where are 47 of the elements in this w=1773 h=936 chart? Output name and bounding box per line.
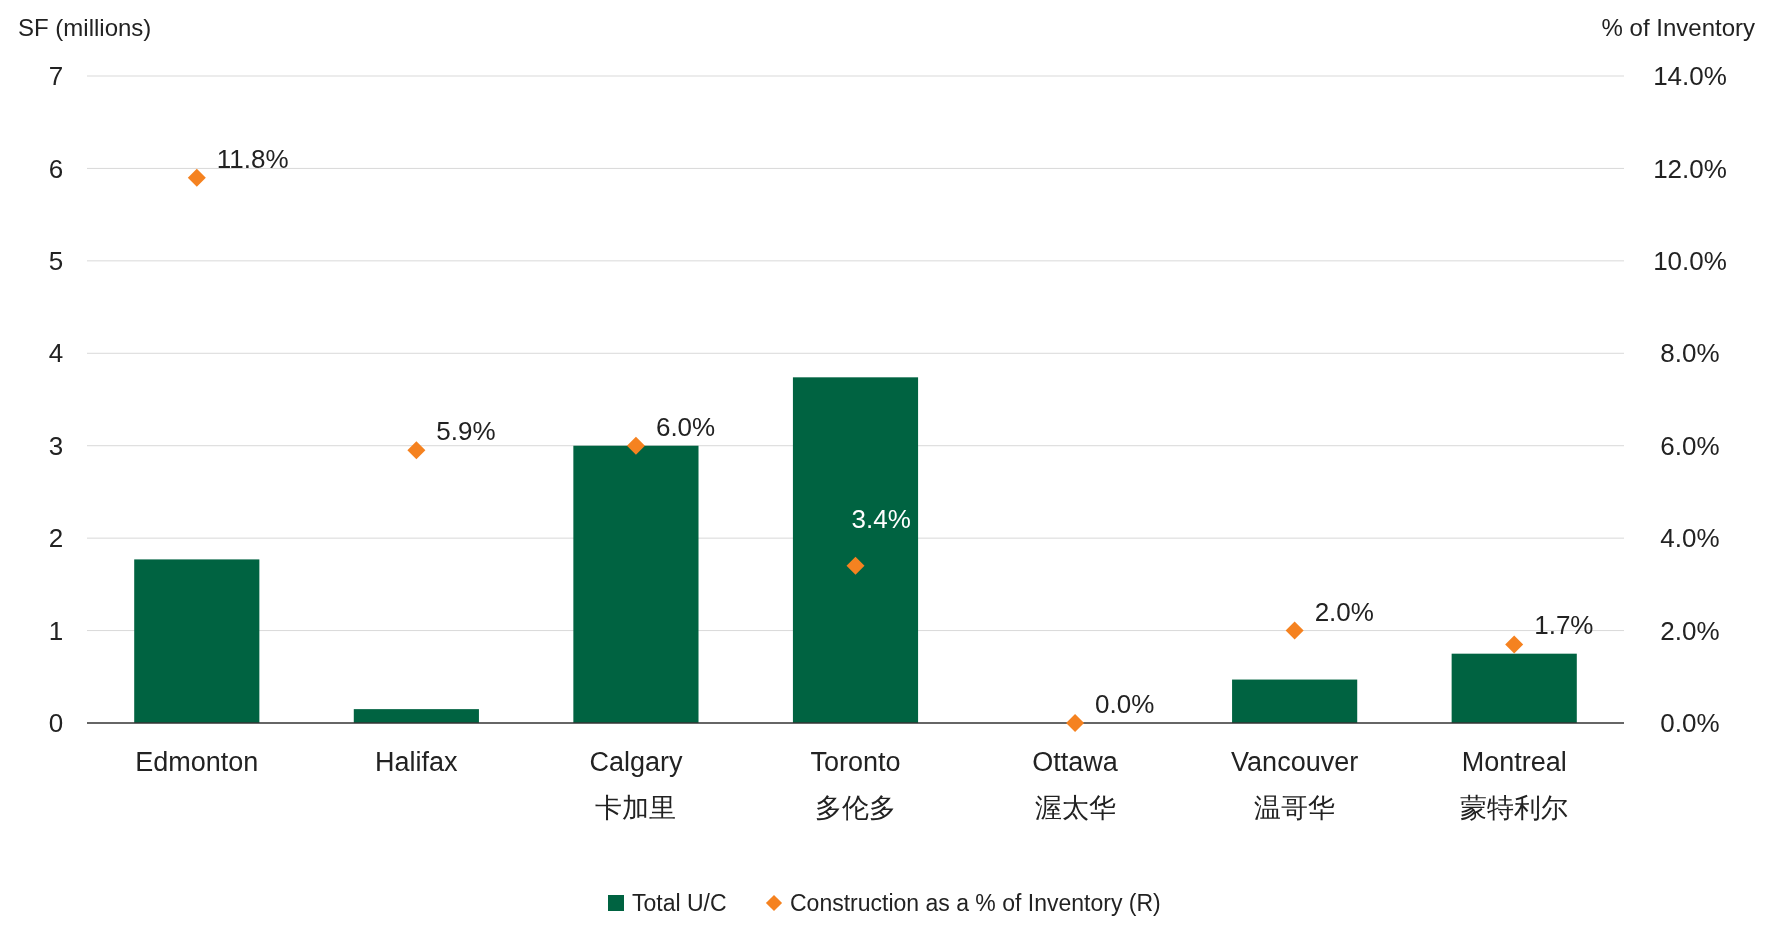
legend-label: Construction as a % of Inventory (R) (790, 890, 1161, 917)
x-tick-label: Edmonton (135, 747, 259, 777)
x-tick-label: Halifax (375, 747, 459, 777)
y-tick-label: 6 (48, 153, 64, 184)
x-tick-label: Montreal 蒙特利尔 (1460, 747, 1569, 823)
y2-tick-label: 8.0% (1660, 338, 1720, 369)
data-label: 1.7% (1534, 610, 1594, 641)
bar (1451, 653, 1577, 723)
legend-label: Total U/C (632, 890, 727, 917)
y-axis-title: SF (millions) (18, 14, 152, 41)
data-label: 6.0% (655, 411, 716, 442)
point (846, 556, 865, 575)
point (1066, 714, 1085, 732)
point (1285, 621, 1304, 640)
x-tick-label: Calgary 卡加里 (589, 747, 683, 823)
data-label: 0.0% (1095, 689, 1155, 719)
x-tick-label: Toronto 多伦多 (810, 747, 901, 823)
y-tick-label: 7 (48, 61, 64, 92)
y2-tick-label: 0.0% (1660, 708, 1720, 739)
y2-tick-label: 10.0% (1653, 245, 1727, 276)
data-label: 11.8% (216, 143, 289, 174)
x-tick-label: Ottawa 渥太华 (1032, 747, 1119, 823)
bar (573, 445, 699, 723)
point (187, 168, 206, 187)
y-tick-label: 0 (48, 708, 64, 739)
point (626, 436, 645, 455)
data-label: 3.4% (851, 503, 911, 534)
y2-tick-label: 6.0% (1660, 430, 1720, 461)
bar (1232, 679, 1358, 723)
data-label: 5.9% (436, 416, 496, 447)
y2-axis-title: % of Inventory (1601, 14, 1755, 41)
y2-tick-label: 14.0% (1653, 61, 1727, 92)
bar (353, 709, 479, 723)
y-tick-label: 4 (48, 338, 64, 369)
point (1505, 635, 1524, 654)
bar (792, 377, 919, 723)
y2-tick-label: 12.0% (1653, 153, 1727, 184)
y2-tick-label: 2.0% (1660, 615, 1720, 646)
y2-tick-label: 4.0% (1660, 523, 1720, 554)
data-label: 2.0% (1314, 596, 1374, 627)
y-tick-label: 3 (48, 430, 64, 461)
point (407, 441, 426, 460)
y-tick-label: 5 (48, 245, 64, 276)
bar (134, 559, 260, 723)
y-tick-label: 2 (48, 523, 64, 554)
y-tick-label: 1 (48, 615, 64, 646)
x-tick-label: Vancouver 温哥华 (1231, 747, 1359, 823)
